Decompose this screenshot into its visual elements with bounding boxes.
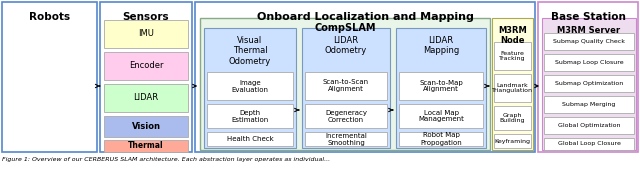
Bar: [195, 2, 535, 152]
Bar: [204, 28, 296, 148]
Text: Vision: Vision: [131, 122, 161, 131]
Text: Thermal: Thermal: [128, 141, 164, 150]
Text: Global Optimization: Global Optimization: [557, 123, 620, 128]
Text: LIDAR: LIDAR: [133, 93, 159, 102]
Text: CompSLAM: CompSLAM: [314, 23, 376, 33]
Text: Base Station: Base Station: [550, 12, 625, 22]
Text: Health Check: Health Check: [227, 136, 273, 142]
Bar: [2, 2, 97, 152]
Text: Submap Loop Closure: Submap Loop Closure: [555, 60, 623, 65]
Bar: [544, 33, 634, 50]
Text: Encoder: Encoder: [129, 62, 163, 71]
Bar: [100, 2, 192, 152]
Bar: [399, 132, 483, 146]
Text: Scan-to-Map
Alignment: Scan-to-Map Alignment: [419, 80, 463, 93]
Text: LIDAR
Odometry: LIDAR Odometry: [325, 36, 367, 55]
Text: LIDAR
Mapping: LIDAR Mapping: [423, 36, 459, 55]
Bar: [494, 42, 531, 70]
Text: Figure 1: Overview of our CERBERUS SLAM architecture. Each abstraction layer ope: Figure 1: Overview of our CERBERUS SLAM …: [2, 157, 330, 162]
Bar: [399, 72, 483, 100]
Text: Image
Evaluation: Image Evaluation: [232, 80, 269, 93]
Text: Graph
Building: Graph Building: [500, 113, 525, 123]
Text: Keyframing: Keyframing: [495, 138, 531, 143]
Bar: [207, 104, 293, 128]
Bar: [494, 134, 531, 148]
Text: Visual
Thermal
Odometry: Visual Thermal Odometry: [229, 36, 271, 66]
Bar: [104, 52, 188, 80]
Text: Degeneracy
Correction: Degeneracy Correction: [325, 109, 367, 123]
Bar: [104, 20, 188, 48]
Text: Submap Quality Check: Submap Quality Check: [553, 39, 625, 44]
Bar: [494, 106, 531, 130]
Text: IMU: IMU: [138, 30, 154, 39]
Text: M3RM
Node: M3RM Node: [498, 26, 527, 45]
Bar: [302, 28, 390, 148]
Bar: [305, 104, 387, 128]
Bar: [492, 18, 533, 150]
Bar: [305, 72, 387, 100]
Text: Scan-to-Scan
Alignment: Scan-to-Scan Alignment: [323, 80, 369, 93]
Bar: [396, 28, 486, 148]
Bar: [305, 132, 387, 146]
Bar: [104, 84, 188, 112]
Text: M3RM Server: M3RM Server: [557, 26, 621, 35]
Bar: [104, 140, 188, 152]
Bar: [399, 104, 483, 128]
Text: Depth
Estimation: Depth Estimation: [232, 109, 269, 123]
Text: Robots: Robots: [29, 12, 70, 22]
Bar: [542, 18, 636, 150]
Bar: [544, 54, 634, 71]
Bar: [494, 74, 531, 102]
Text: Onboard Localization and Mapping: Onboard Localization and Mapping: [257, 12, 474, 22]
Bar: [200, 18, 490, 150]
Bar: [544, 75, 634, 92]
Text: Incremental
Smoothing: Incremental Smoothing: [325, 132, 367, 145]
Text: Robot Map
Propogation: Robot Map Propogation: [420, 132, 462, 145]
Bar: [544, 117, 634, 134]
Text: Landmark
Triangulation: Landmark Triangulation: [492, 83, 533, 93]
Bar: [544, 96, 634, 113]
Bar: [104, 116, 188, 137]
Text: Submap Merging: Submap Merging: [563, 102, 616, 107]
Text: Sensors: Sensors: [123, 12, 170, 22]
Bar: [207, 132, 293, 146]
Text: Local Map
Management: Local Map Management: [418, 109, 464, 123]
Text: Submap Optimization: Submap Optimization: [555, 81, 623, 86]
Bar: [538, 2, 638, 152]
Bar: [544, 138, 634, 150]
Text: Feature
Tracking: Feature Tracking: [499, 51, 525, 61]
Bar: [207, 72, 293, 100]
Text: Global Loop Closure: Global Loop Closure: [557, 141, 620, 147]
